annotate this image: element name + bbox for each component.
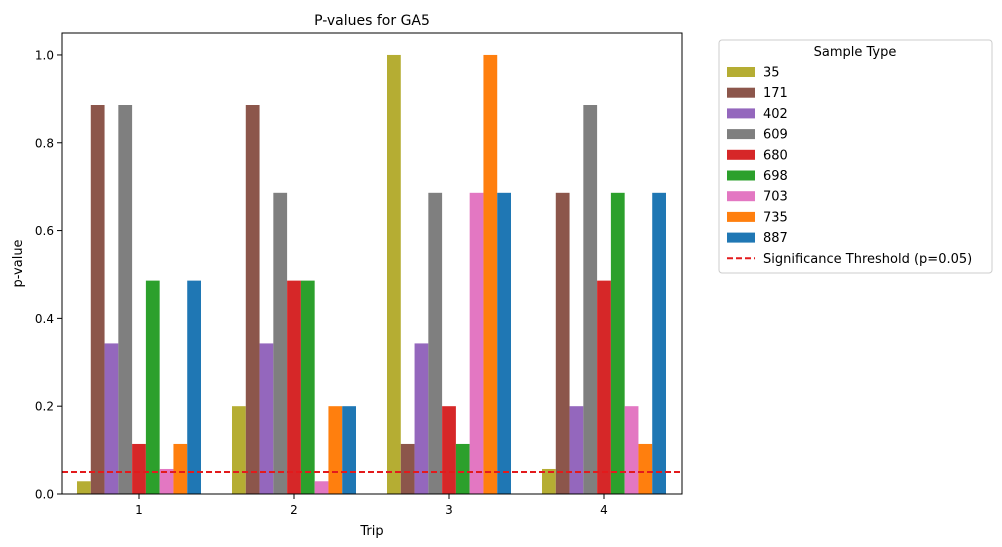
plot-frame (61, 32, 683, 495)
bar-trip1-sample735 (173, 443, 188, 494)
legend-swatch-35 (727, 67, 755, 77)
bar-trip3-sample735 (483, 54, 498, 494)
legend-label-402: 402 (763, 107, 788, 122)
y-tick-label: 0.6 (35, 224, 54, 238)
bar-trip1-sample171 (90, 105, 105, 494)
y-tick-label: 1.0 (35, 48, 54, 62)
bar-trip2-sample171 (245, 105, 260, 494)
legend-swatch-735 (727, 211, 755, 222)
bar-trip4-sample735 (638, 443, 653, 494)
legend-frame (718, 39, 993, 274)
y-tick-label: 0.8 (35, 136, 54, 150)
legend: Sample Type 35 171 402 609 680 698 703 735 887 Si… (718, 39, 993, 274)
legend-label-171: 171 (763, 86, 788, 101)
y-tick-label: 0.4 (35, 312, 54, 326)
bar-trip1-sample680 (132, 443, 146, 494)
bar-trip2-sample698 (300, 280, 315, 494)
bar-trip4-sample887 (652, 192, 666, 494)
legend-label-609: 609 (763, 128, 788, 143)
legend-label-703: 703 (763, 190, 788, 205)
bar-trip2-sample35 (232, 406, 246, 494)
bar-trip4-sample171 (555, 192, 570, 494)
bar-trip4-sample698 (610, 192, 625, 494)
x-axis: 1 2 3 4 (135, 494, 608, 517)
x-tick-label: 3 (445, 503, 453, 517)
bar-trip3-sample35 (387, 54, 401, 494)
y-axis-label: p-value (11, 239, 26, 287)
legend-swatch-887 (727, 232, 755, 243)
legend-title: Sample Type (814, 45, 897, 60)
legend-label-887: 887 (763, 231, 788, 246)
legend-swatch-609 (727, 129, 755, 140)
bar-trip2-sample402 (259, 343, 274, 494)
x-tick-label: 1 (135, 503, 143, 517)
bar-trip3-sample703 (469, 192, 484, 494)
bar-trip2-sample887 (342, 406, 356, 494)
chart-title: P-values for GA5 (314, 13, 430, 29)
bar-trip3-sample680 (442, 406, 456, 494)
y-tick-label: 0.0 (35, 488, 54, 502)
bar-trip4-sample609 (583, 105, 598, 494)
bar-trip4-sample35 (542, 468, 556, 494)
legend-label-threshold: Significance Threshold (p=0.05) (763, 252, 972, 267)
bar-trip2-sample703 (314, 481, 329, 494)
x-tick-label: 4 (600, 503, 608, 517)
legend-items: 35 171 402 609 680 698 703 735 887 Significance T… (727, 66, 972, 267)
bar-trip3-sample887 (497, 192, 511, 494)
y-axis: 0.0 0.2 0.4 0.6 0.8 1.0 (35, 48, 62, 502)
legend-label-735: 735 (763, 210, 788, 225)
legend-label-680: 680 (763, 148, 788, 163)
bar-trip2-sample680 (287, 280, 301, 494)
legend-swatch-698 (727, 170, 755, 181)
bar-trip1-sample35 (77, 481, 91, 494)
bar-trip1-sample609 (118, 105, 133, 494)
legend-swatch-171 (727, 87, 755, 98)
x-axis-label: Trip (359, 524, 383, 539)
bar-trip1-sample698 (145, 280, 160, 494)
bar-trip3-sample171 (400, 443, 415, 494)
bar-trip1-sample703 (159, 468, 174, 494)
bar-trip2-sample609 (273, 192, 288, 494)
legend-label-35: 35 (763, 66, 780, 81)
bars-layer (77, 54, 666, 494)
bar-trip3-sample402 (414, 343, 429, 494)
bar-trip2-sample735 (328, 406, 343, 494)
x-tick-label: 2 (290, 503, 298, 517)
legend-swatch-402 (727, 108, 755, 119)
bar-trip4-sample402 (569, 406, 584, 494)
legend-swatch-703 (727, 191, 755, 202)
bar-trip3-sample698 (455, 443, 470, 494)
bar-trip3-sample609 (428, 192, 443, 494)
legend-label-698: 698 (763, 169, 788, 184)
bar-trip4-sample703 (624, 406, 639, 494)
legend-swatch-680 (727, 149, 755, 160)
bar-trip1-sample887 (187, 280, 201, 494)
bar-trip4-sample680 (597, 280, 611, 494)
bar-trip1-sample402 (104, 343, 119, 494)
y-tick-label: 0.2 (35, 400, 54, 414)
